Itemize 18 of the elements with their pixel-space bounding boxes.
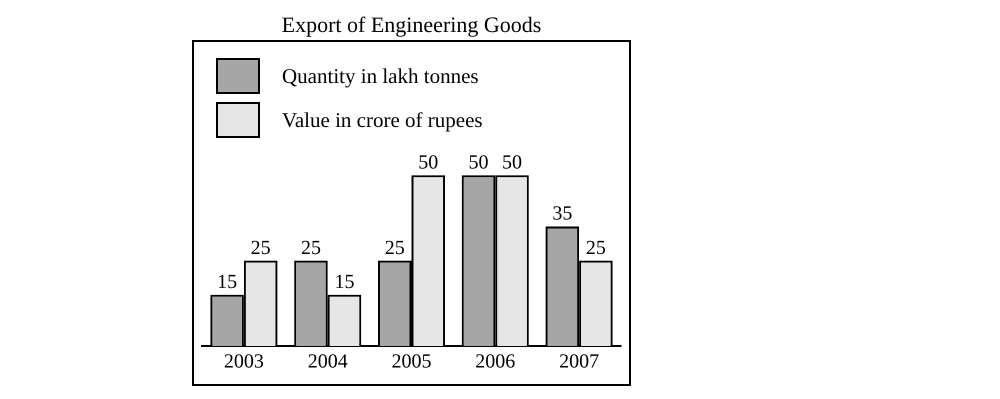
x-tick-label: 2005 xyxy=(392,350,432,372)
legend-label: Quantity in lakh tonnes xyxy=(282,64,479,88)
legend-label: Value in crore of rupees xyxy=(282,108,483,132)
x-tick-label: 2004 xyxy=(308,350,348,372)
data-label: 35 xyxy=(552,202,572,225)
data-label: 25 xyxy=(384,236,405,259)
x-tick-label: 2006 xyxy=(475,350,516,372)
data-label: 15 xyxy=(334,271,354,294)
x-tick-label: 2003 xyxy=(224,350,264,372)
x-tick-label: 2007 xyxy=(559,350,600,372)
data-label: 50 xyxy=(418,151,438,174)
data-label: 50 xyxy=(502,151,522,174)
data-label: 25 xyxy=(300,236,321,259)
data-label: 15 xyxy=(217,271,238,294)
chart-title: Export of Engineering Goods xyxy=(280,12,542,38)
data-label: 25 xyxy=(586,236,606,259)
data-label: 50 xyxy=(468,151,489,174)
data-label: 25 xyxy=(250,236,271,259)
